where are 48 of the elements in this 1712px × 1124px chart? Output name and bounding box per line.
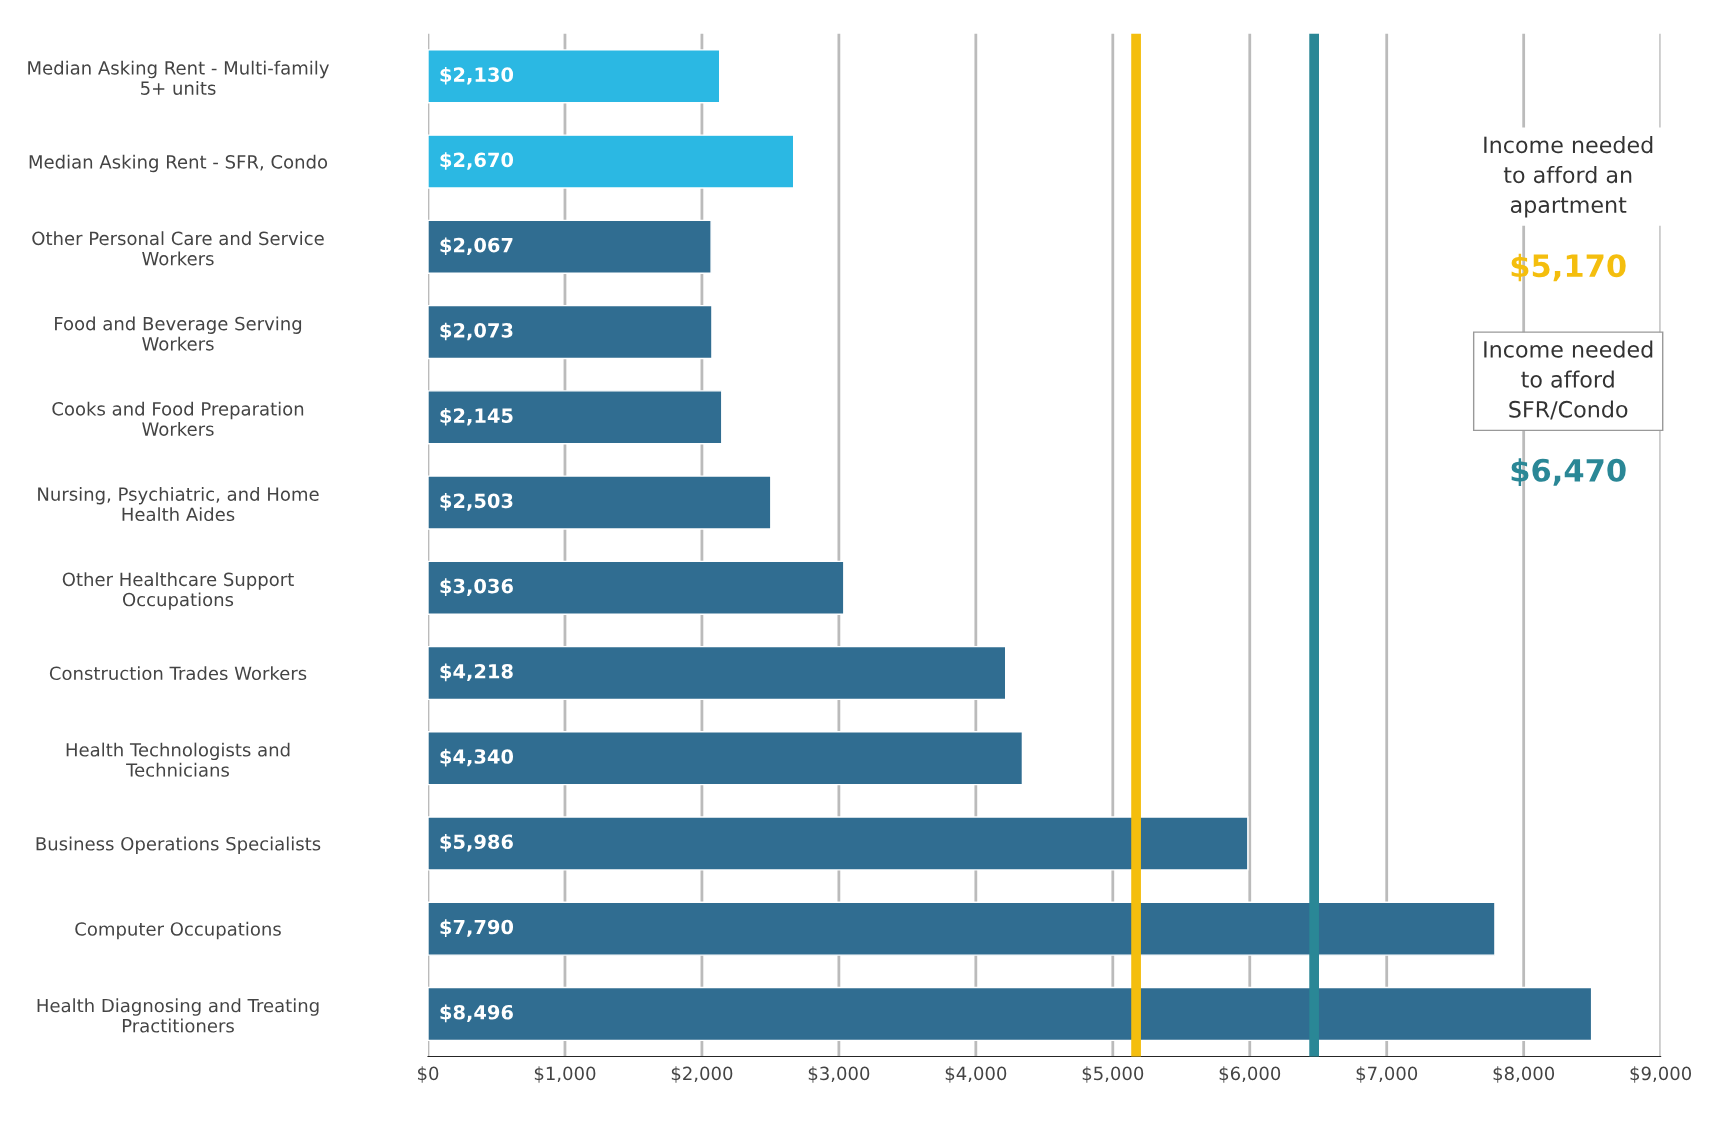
y-tick-label: Nursing, Psychiatric, and Home Health Aides	[38, 486, 319, 522]
bar	[428, 645, 1007, 701]
y-tick-label: Computer Occupations	[75, 921, 281, 940]
bar	[428, 390, 723, 445]
data-label: $4,340	[440, 748, 514, 767]
x-tick-label: $6,000	[1219, 1066, 1281, 1083]
bar	[428, 560, 845, 615]
y-tick-label: Median Asking Rent - Multi-family 5+ units	[28, 60, 329, 95]
bar	[428, 475, 772, 530]
data-label: $4,218	[440, 663, 513, 682]
x-tick-label: $0	[418, 1066, 439, 1083]
bar	[428, 986, 1593, 1042]
bar	[428, 304, 713, 360]
y-tick-label: Other Healthcare Support Occupations	[62, 572, 294, 610]
y-tick-label: Construction Trades Workers	[49, 666, 307, 681]
data-label: $2,145	[440, 407, 513, 426]
bar	[428, 49, 721, 104]
x-tick-label: $5,000	[1082, 1066, 1144, 1083]
x-tick-label: $1,000	[534, 1066, 596, 1083]
bar	[428, 134, 795, 189]
y-tick-label: Health Diagnosing and Treating Practitioners	[37, 998, 319, 1033]
data-label: $3,036	[440, 578, 513, 596]
y-tick-label: Other Personal Care and Service Workers	[32, 231, 324, 266]
x-tick-label: $4,000	[945, 1066, 1007, 1083]
bar	[428, 816, 1249, 871]
y-tick-label: Health Technologists and Technicians	[66, 742, 290, 777]
text: Income needed to afford SFR/Condo $6,470	[1484, 340, 1653, 486]
y-tick-label: Business Operations Specialists	[36, 836, 321, 855]
x-tick-label: $3,000	[808, 1066, 870, 1083]
data-label: $2,503	[440, 493, 513, 511]
x-tick-label: $9,000	[1630, 1066, 1692, 1083]
data-label: $2,670	[440, 152, 514, 170]
y-tick-label: Food and Beverage Serving Workers	[55, 316, 302, 351]
x-tick-label: $2,000	[671, 1066, 733, 1083]
data-label: $2,067	[440, 237, 513, 256]
y-tick-label: Median Asking Rent - SFR, Condo	[29, 154, 328, 173]
data-label: $2,073	[440, 322, 513, 341]
data-label: $7,790	[440, 919, 514, 937]
bar	[428, 219, 712, 274]
data-label: $8,496	[440, 1004, 513, 1023]
data-label: $2,130	[440, 66, 514, 85]
x-tick-label: $7,000	[1356, 1066, 1418, 1083]
bar	[428, 901, 1496, 956]
data-label: $5,986	[440, 834, 513, 852]
bar	[428, 731, 1024, 786]
y-tick-label: Cooks and Food Preparation Workers	[52, 401, 304, 436]
x-tick-label: $8,000	[1493, 1066, 1555, 1083]
text: Income needed to afford an apartment $5,170	[1484, 136, 1653, 282]
